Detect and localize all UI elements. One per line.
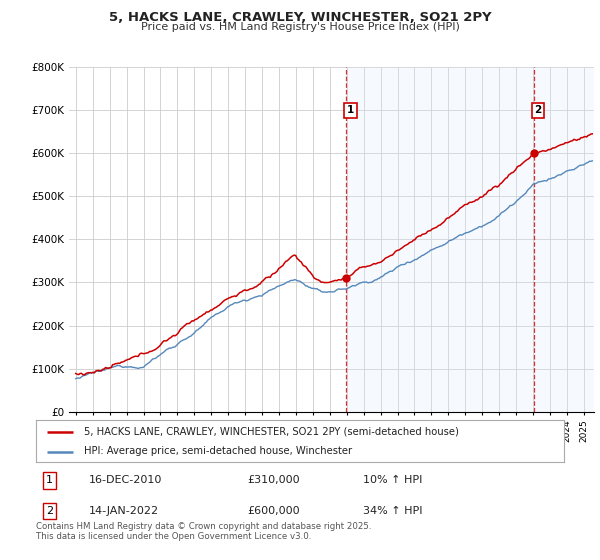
- Text: 1: 1: [347, 105, 354, 115]
- Text: 16-DEC-2010: 16-DEC-2010: [89, 475, 162, 486]
- Text: HPI: Average price, semi-detached house, Winchester: HPI: Average price, semi-detached house,…: [83, 446, 352, 456]
- Text: 5, HACKS LANE, CRAWLEY, WINCHESTER, SO21 2PY (semi-detached house): 5, HACKS LANE, CRAWLEY, WINCHESTER, SO21…: [83, 427, 458, 437]
- Text: 14-JAN-2022: 14-JAN-2022: [89, 506, 159, 516]
- Text: 2: 2: [46, 506, 53, 516]
- Text: 10% ↑ HPI: 10% ↑ HPI: [364, 475, 423, 486]
- Bar: [346, 67, 600, 412]
- Text: £310,000: £310,000: [247, 475, 300, 486]
- Text: 2: 2: [535, 105, 542, 115]
- Text: Contains HM Land Registry data © Crown copyright and database right 2025.
This d: Contains HM Land Registry data © Crown c…: [36, 522, 371, 542]
- Text: 1: 1: [46, 475, 53, 486]
- Text: Price paid vs. HM Land Registry's House Price Index (HPI): Price paid vs. HM Land Registry's House …: [140, 22, 460, 32]
- Text: £600,000: £600,000: [247, 506, 300, 516]
- Text: 34% ↑ HPI: 34% ↑ HPI: [364, 506, 423, 516]
- Text: 5, HACKS LANE, CRAWLEY, WINCHESTER, SO21 2PY: 5, HACKS LANE, CRAWLEY, WINCHESTER, SO21…: [109, 11, 491, 24]
